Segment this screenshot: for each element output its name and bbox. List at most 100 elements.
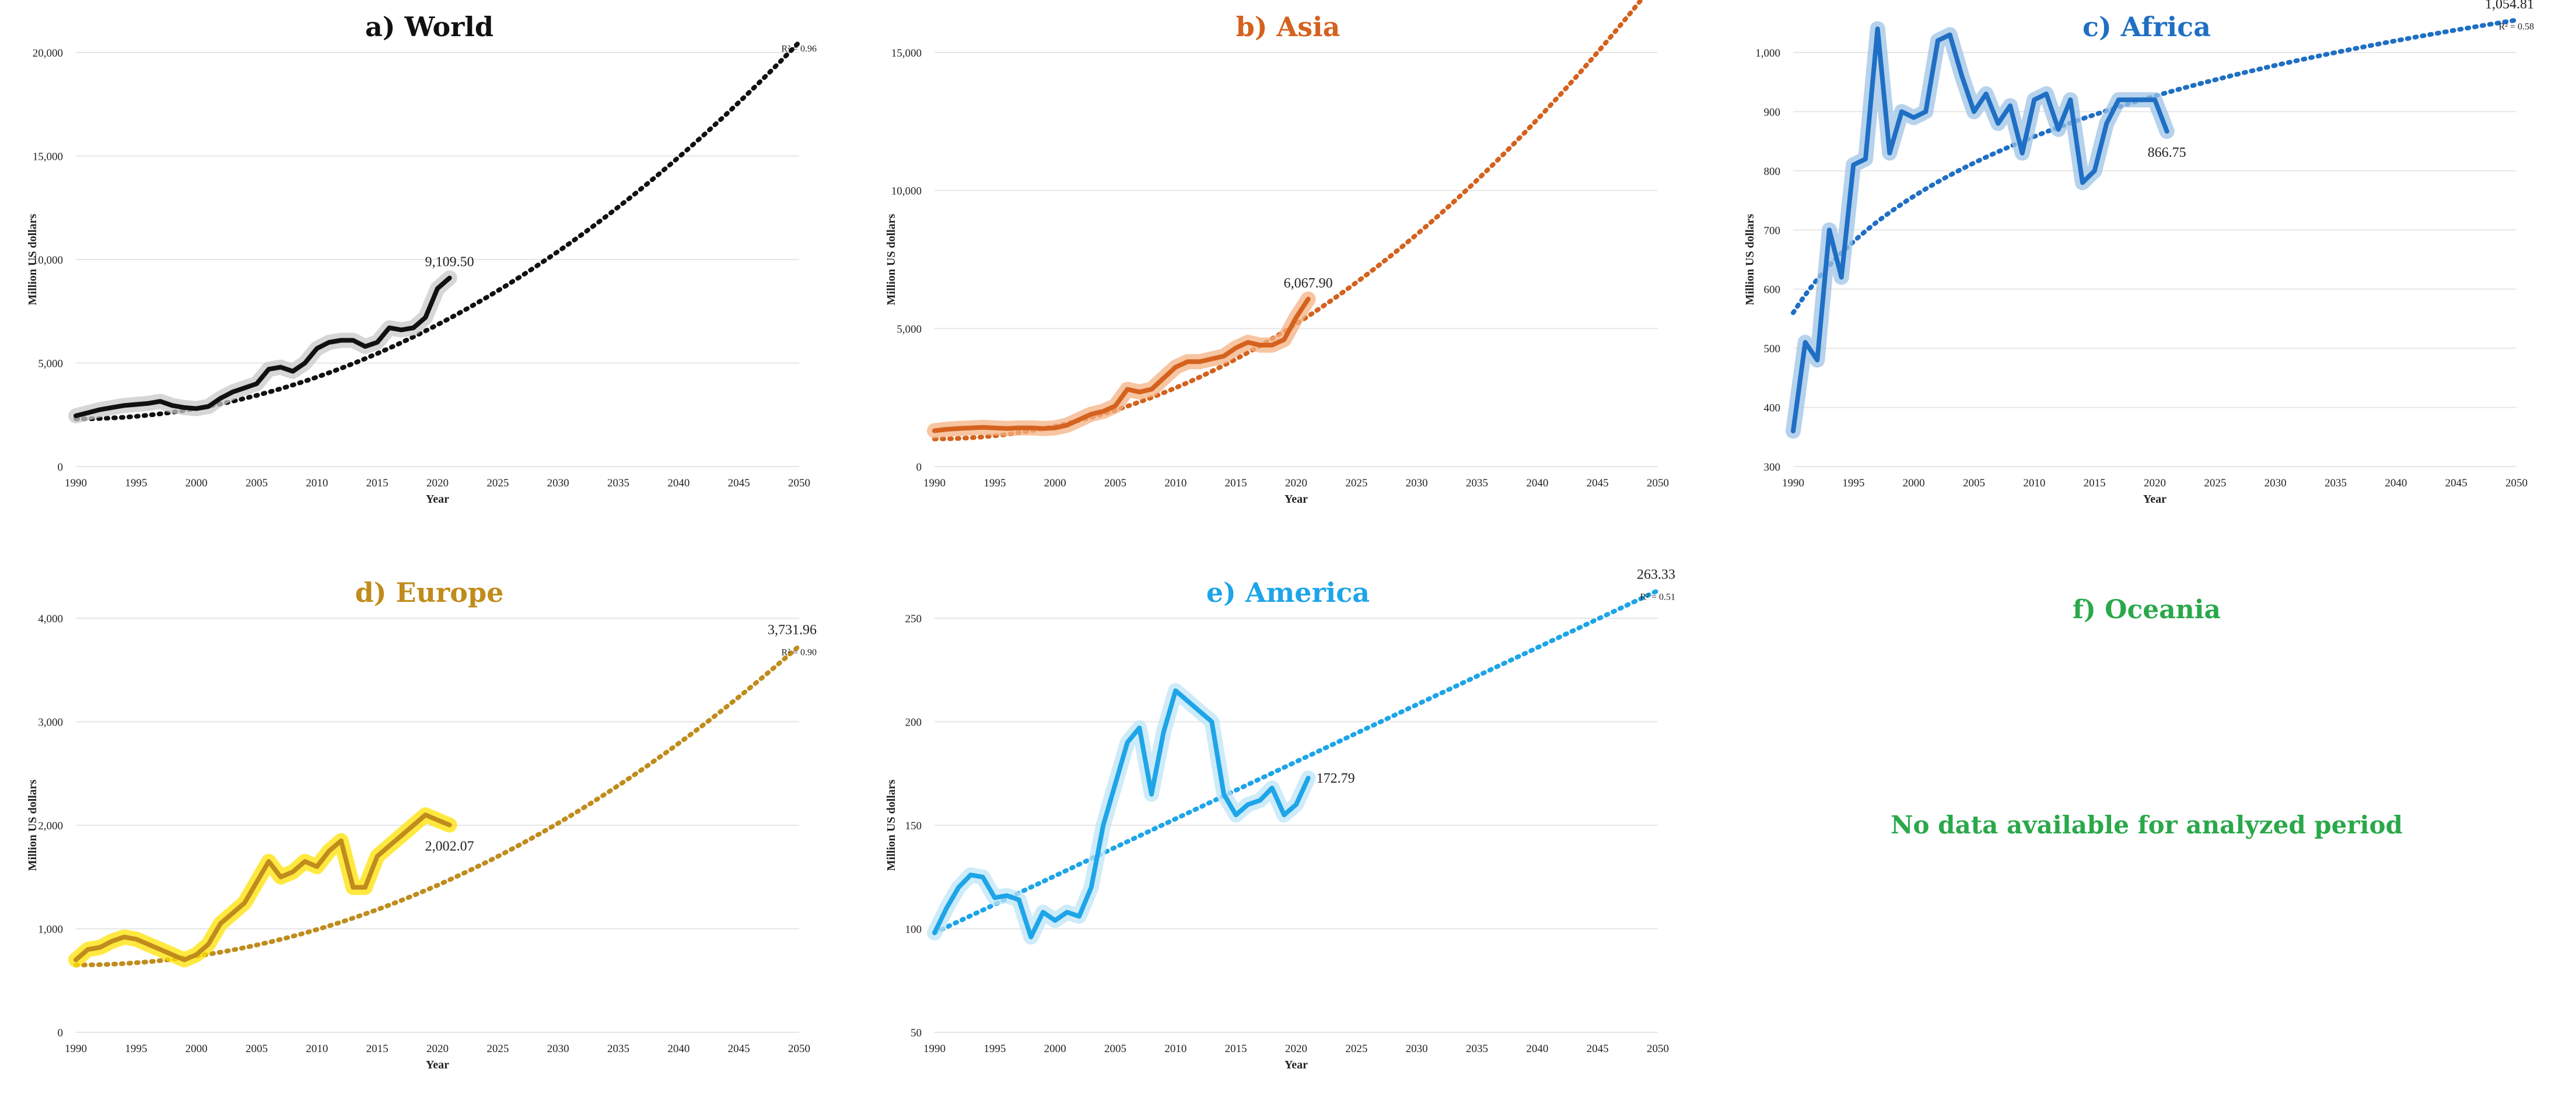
r-squared-label: R² = 0.51	[1640, 593, 1676, 602]
x-tick-label: 2040	[1526, 477, 1548, 489]
x-tick-label: 2000	[1044, 1043, 1066, 1055]
y-tick-label: 15,000	[891, 47, 922, 59]
series-line	[74, 812, 452, 962]
y-tick-label: 10,000	[891, 185, 922, 198]
y-tick-label: 0	[58, 1027, 64, 1039]
chart-svg-asia: b) Asia 0 5,000 10,000 15,000 1990 1995 2000 200…	[885, 0, 1669, 506]
series-line	[1791, 26, 2169, 434]
x-tick-label: 2015	[2084, 477, 2106, 489]
x-tick-label: 2025	[1345, 477, 1367, 489]
chart-africa: c) Africa 300 400 500 600 700 800 900 1,000 1990 1…	[1717, 0, 2576, 552]
y-tick-label: 700	[1764, 225, 1781, 237]
series-line	[74, 275, 452, 418]
r-squared-label: R² = 0.58	[2499, 22, 2535, 31]
x-tick-label: 2045	[1587, 1043, 1609, 1055]
y-tick-label: 20,000	[33, 47, 63, 59]
y-tick-label: 600	[1764, 284, 1781, 296]
y-tick-label: 10,000	[33, 254, 63, 267]
x-tick-label: 1990	[65, 1043, 87, 1055]
y-tick-label: 400	[1764, 402, 1781, 415]
trend-line	[74, 40, 802, 422]
x-tick-label: 2025	[487, 1043, 509, 1055]
x-tick-label: 2010	[1164, 1043, 1186, 1055]
x-tick-label: 2040	[667, 1043, 690, 1055]
x-axis-label: Year	[1284, 1059, 1308, 1071]
x-tick-label: 1995	[125, 477, 147, 489]
x-tick-label: 2050	[788, 477, 810, 489]
chart-america: e) America 50 100 150 200 250 1990 1995 2000 2005…	[859, 566, 1717, 1118]
x-tick-label: 2005	[246, 1043, 268, 1055]
x-tick-label: 2050	[1647, 1043, 1669, 1055]
trend-line	[932, 0, 1644, 441]
y-tick-label: 800	[1764, 166, 1781, 178]
x-tick-label: 2010	[306, 477, 328, 489]
x-tick-label: 2035	[607, 1043, 629, 1055]
chart-title: d) Europe	[355, 577, 504, 608]
x-tick-label: 2005	[1104, 1043, 1126, 1055]
y-tick-label: 250	[905, 613, 922, 625]
x-tick-label: 2005	[246, 477, 268, 489]
series-line	[932, 688, 1311, 940]
data-label: 866.75	[2148, 145, 2186, 160]
y-tick-label: 300	[1764, 461, 1781, 474]
oceania-title: f) Oceania	[2073, 595, 2221, 625]
y-axis-label: Million US dollars	[885, 779, 898, 871]
x-tick-label: 2025	[487, 477, 509, 489]
x-tick-label: 2020	[426, 1043, 449, 1055]
r-squared-label: R² = 0.96	[782, 44, 817, 54]
y-tick-label: 3,000	[38, 717, 63, 729]
x-tick-label: 1995	[984, 1043, 1006, 1055]
x-tick-label: 1995	[1842, 477, 1864, 489]
x-tick-label: 1990	[923, 477, 946, 489]
x-tick-label: 2000	[186, 1043, 208, 1055]
x-tick-label: 2005	[1104, 477, 1126, 489]
x-tick-label: 1990	[923, 1043, 946, 1055]
x-tick-label: 2045	[728, 1043, 750, 1055]
x-tick-label: 2000	[1903, 477, 1925, 489]
x-tick-label: 2015	[1225, 477, 1247, 489]
chart-asia: b) Asia 0 5,000 10,000 15,000 1990 1995 2000 200…	[859, 0, 1717, 552]
x-tick-label: 2040	[1526, 1043, 1548, 1055]
data-label: 172.79	[1317, 771, 1355, 786]
x-tick-label: 2010	[306, 1043, 328, 1055]
x-tick-label: 2030	[1406, 477, 1428, 489]
trend-line	[1791, 17, 2519, 316]
series-line	[932, 296, 1311, 433]
chart-world: a) World 0 5,000 10,000 15,000 20,000 1990 1995…	[0, 0, 859, 552]
chart-title: e) America	[1206, 577, 1370, 608]
y-tick-label: 500	[1764, 343, 1781, 355]
x-tick-label: 2025	[1345, 1043, 1367, 1055]
x-tick-label: 1990	[65, 477, 87, 489]
chart-svg-europe: d) Europe 0 1,000 2,000 3,000 4,000 1990 1995 20…	[26, 577, 817, 1071]
x-tick-label: 1995	[984, 477, 1006, 489]
chart-svg-america: e) America 50 100 150 200 250 1990 1995 2000 2005…	[885, 567, 1676, 1071]
data-label: 6,067.90	[1284, 276, 1333, 291]
y-tick-label: 5,000	[897, 323, 922, 335]
x-tick-label: 1995	[125, 1043, 147, 1055]
y-axis-label: Million US dollars	[885, 213, 898, 305]
series-glow	[927, 683, 1316, 945]
x-tick-label: 2020	[426, 477, 449, 489]
y-tick-label: 200	[905, 717, 922, 729]
x-tick-label: 2030	[1406, 1043, 1428, 1055]
data-label: 3,731.96	[768, 623, 817, 638]
y-tick-label: 100	[905, 924, 922, 936]
x-tick-label: 2035	[607, 477, 629, 489]
x-tick-label: 2010	[2023, 477, 2045, 489]
x-tick-label: 2010	[1164, 477, 1186, 489]
chart-title: a) World	[365, 11, 494, 43]
data-label: 9,109.50	[425, 255, 474, 270]
y-axis-label: Million US dollars	[26, 779, 39, 871]
x-tick-label: 2035	[1466, 1043, 1488, 1055]
oceania-panel: f) Oceania No data available for analyze…	[1717, 566, 2576, 1118]
x-tick-label: 2030	[547, 477, 569, 489]
no-data-message: No data available for analyzed period	[1891, 811, 2403, 839]
x-axis-label: Year	[2143, 493, 2166, 506]
data-label: 263.33	[1637, 567, 1675, 583]
y-tick-label: 150	[905, 820, 922, 832]
y-tick-label: 1,000	[1755, 47, 1780, 59]
x-tick-label: 2015	[366, 1043, 388, 1055]
y-tick-label: 0	[916, 461, 922, 474]
x-axis-label: Year	[1284, 493, 1308, 506]
trend-line	[74, 643, 802, 968]
